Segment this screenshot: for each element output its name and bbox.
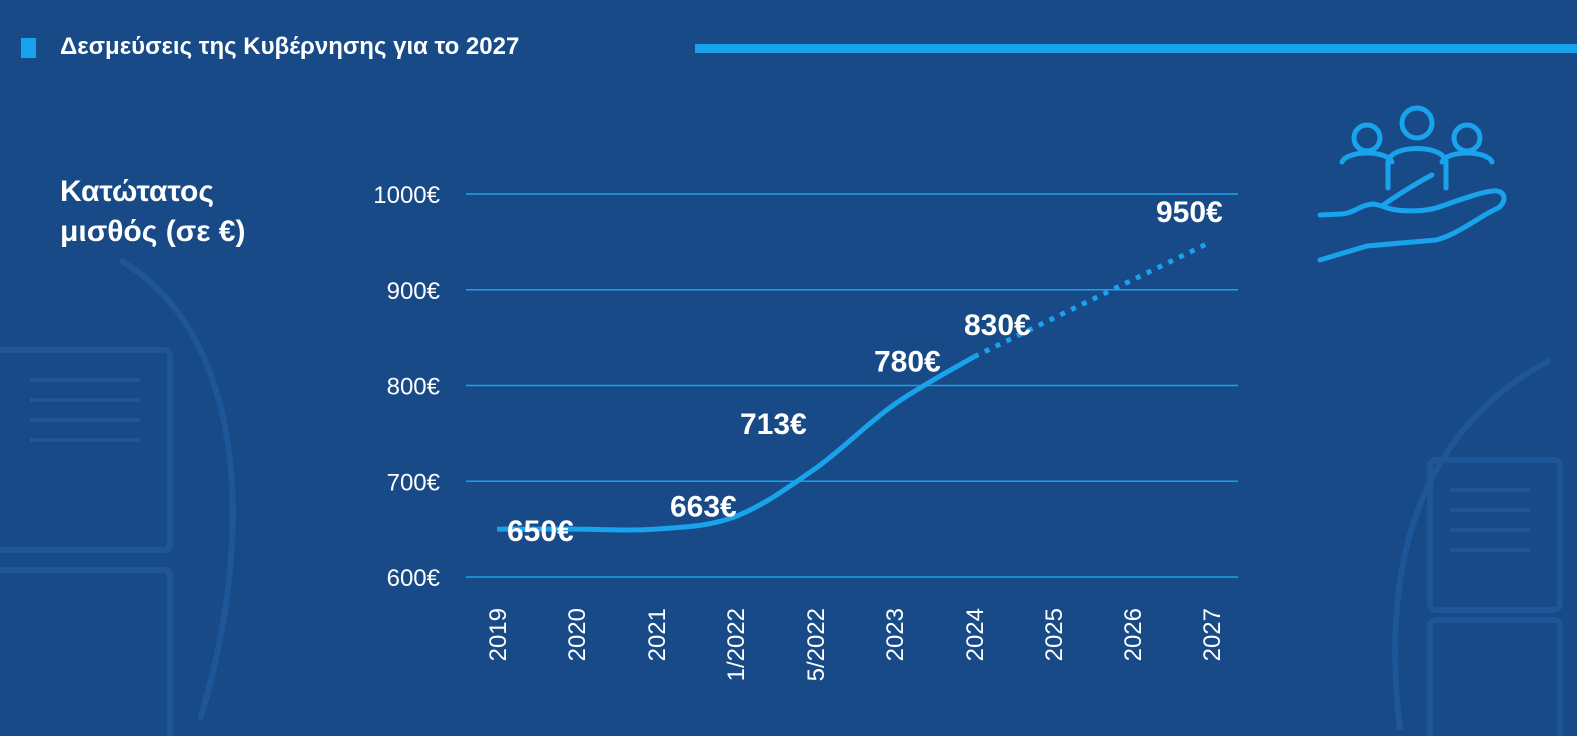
x-tick-label: 2025	[1041, 608, 1068, 661]
y-tick-label: 600€	[387, 565, 441, 592]
decor-document-left	[0, 347, 173, 553]
y-tick-label: 700€	[387, 469, 441, 496]
data-label: 650€	[507, 515, 574, 548]
y-tick-label: 1000€	[373, 182, 440, 209]
x-tick-label: 5/2022	[803, 608, 830, 681]
decor-laurel-left	[118, 257, 236, 721]
page-title: Δεσμεύσεις της Κυβέρνησης για το 2027	[60, 33, 520, 60]
data-label: 663€	[670, 491, 737, 524]
x-tick-label: 2026	[1120, 608, 1147, 661]
x-tick-label: 2027	[1199, 608, 1226, 661]
series-line-projection	[972, 239, 1213, 360]
decor-document-right-2	[1427, 617, 1563, 736]
x-tick-label: 2021	[644, 608, 671, 661]
y-axis-title-line2: μισθός (σε €)	[60, 215, 246, 248]
data-label: 713€	[740, 408, 807, 441]
y-tick-label: 900€	[387, 278, 441, 305]
y-axis-title-line1: Κατώτατος	[60, 175, 214, 208]
header-accent-line	[695, 44, 1577, 53]
y-tick-label: 800€	[387, 374, 441, 401]
decor-document-left-2	[0, 567, 173, 736]
data-label: 830€	[964, 309, 1031, 342]
x-tick-label: 1/2022	[723, 608, 750, 681]
data-label: 950€	[1156, 196, 1223, 229]
decor-document-right	[1427, 457, 1563, 613]
header-accent-square	[21, 38, 36, 58]
y-axis-title: Κατώτατος μισθός (σε €)	[60, 172, 245, 252]
x-tick-label: 2024	[962, 608, 989, 661]
decor-laurel-right	[1392, 357, 1552, 731]
x-tick-label: 2023	[882, 608, 909, 661]
data-label: 780€	[874, 346, 941, 379]
x-tick-label: 2020	[564, 608, 591, 661]
x-tick-label: 2019	[485, 608, 512, 661]
people-on-hand-icon	[1312, 100, 1512, 275]
